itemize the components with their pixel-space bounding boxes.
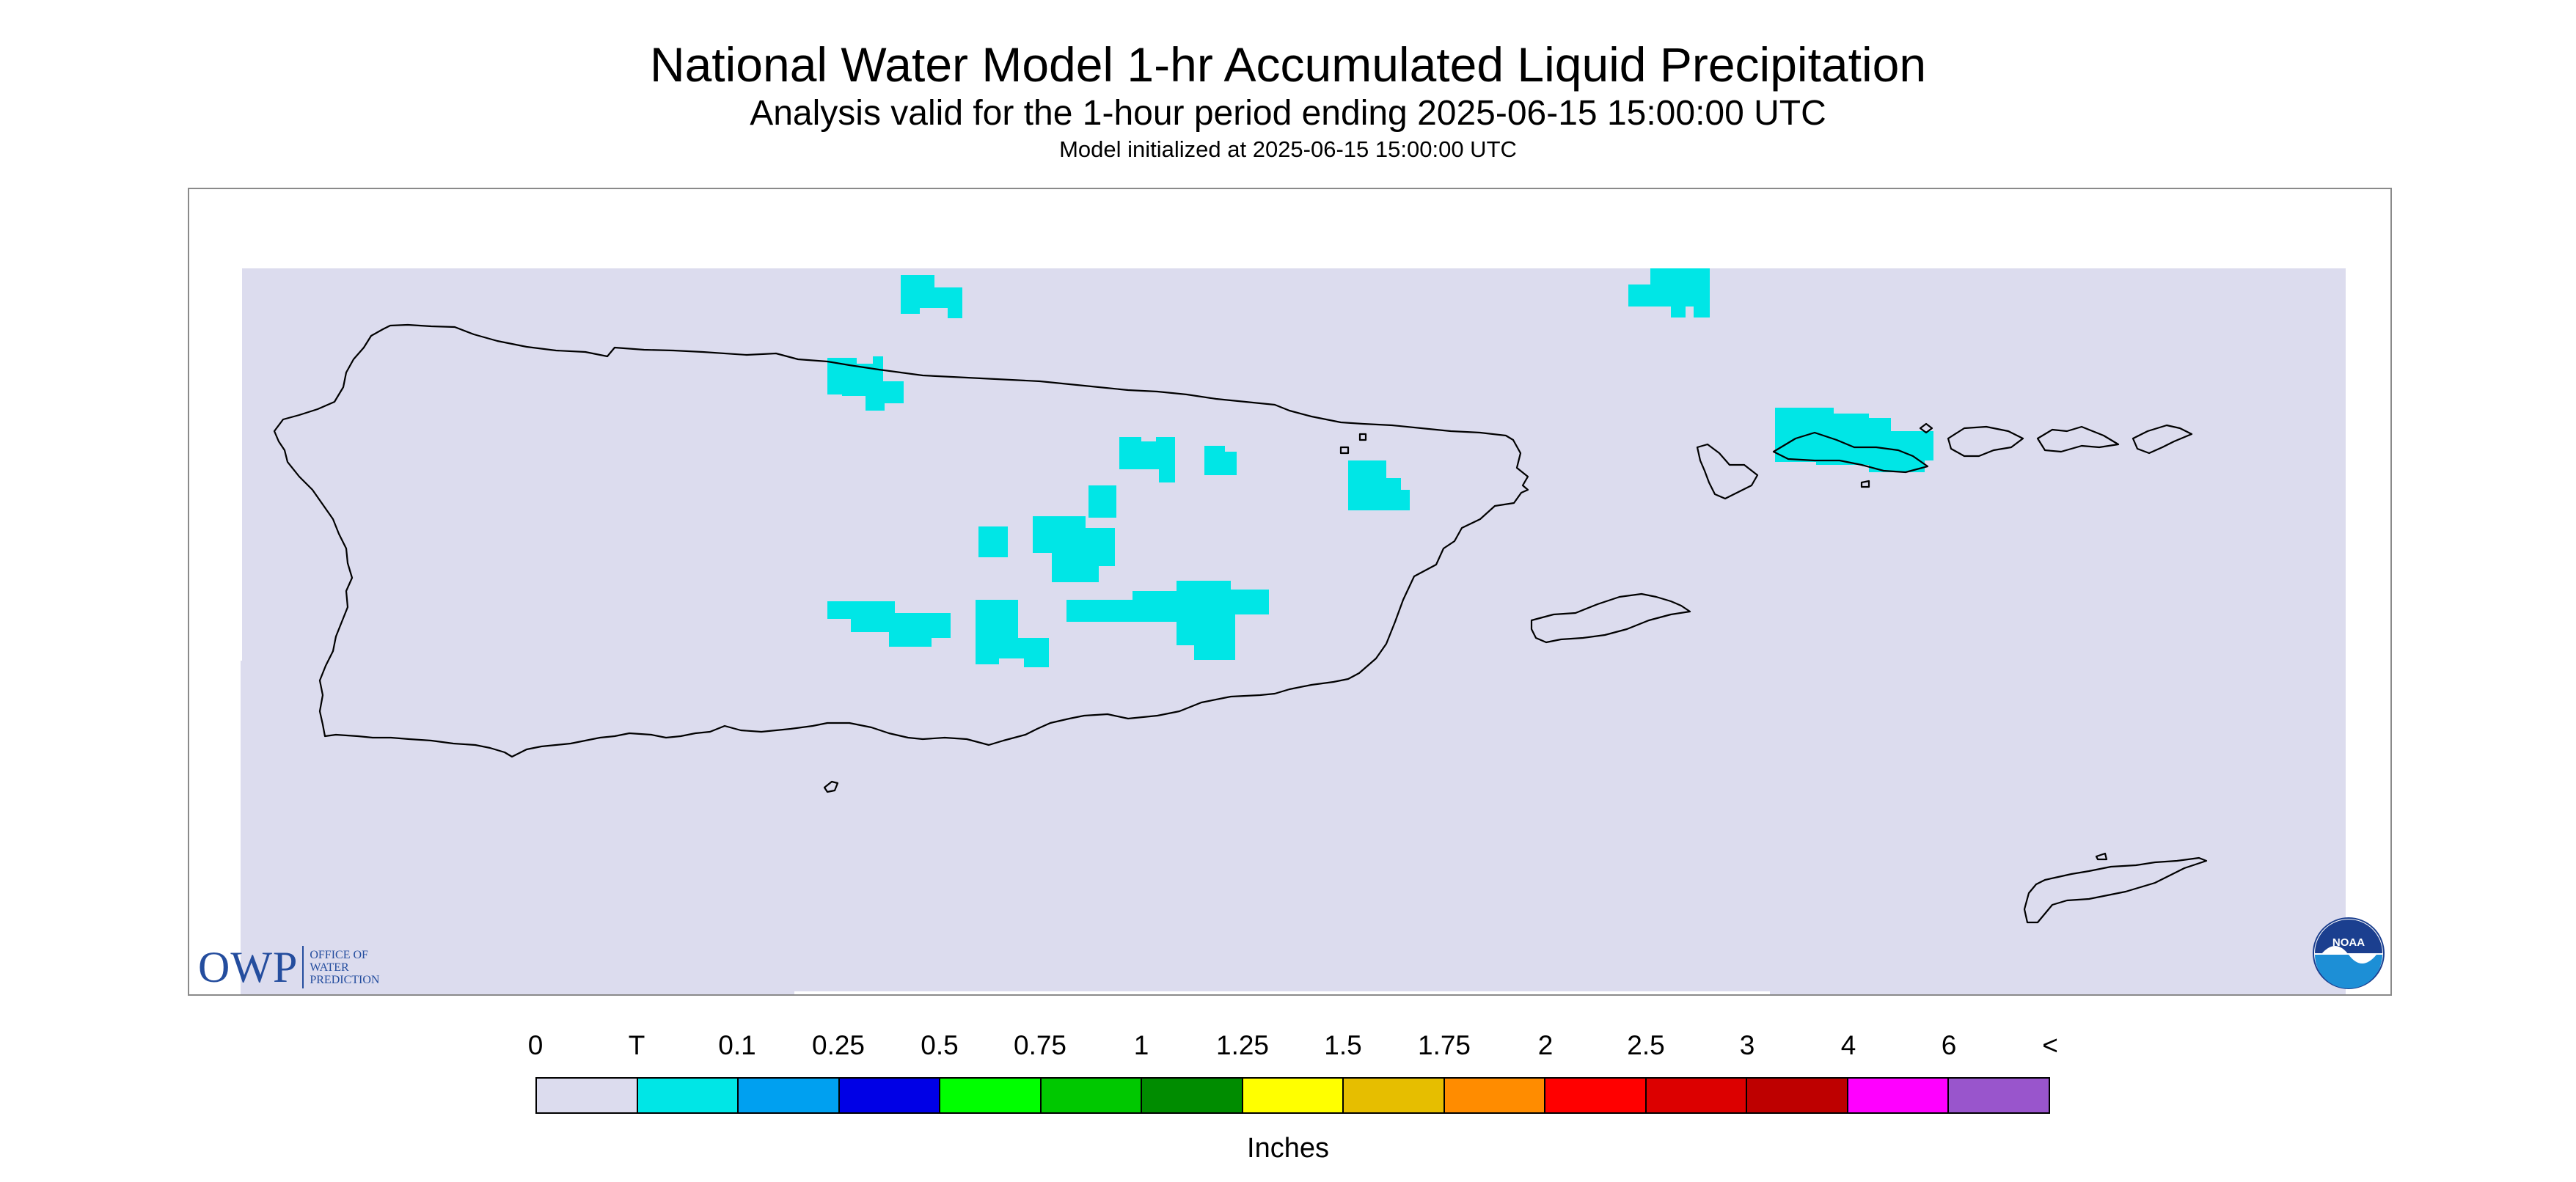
owp-logo-word: Prediction [310,973,380,986]
precip-cell [978,526,1008,557]
legend-swatch [1344,1079,1445,1112]
legend-swatch [839,1079,941,1112]
legend-color-bar [535,1077,2050,1114]
legend-tick-label: 6 [1941,1030,1957,1060]
legend-swatch [1646,1079,1748,1112]
map-title: National Water Model 1-hr Accumulated Li… [649,37,1927,92]
precip-cell [827,601,951,647]
legend-swatch [537,1079,638,1112]
legend-tick-label: 2 [1537,1030,1554,1060]
owp-logo: OWP Office of Water Prediction [198,943,379,991]
owp-logo-word: Office of [310,948,368,961]
domain-notch-left [235,268,242,661]
model-init-line: Model initialized at 2025-06-15 15:00:00… [1059,136,1517,162]
legend-tick-label: 0.75 [1013,1030,1067,1060]
noaa-logo: NOAA [2313,917,2385,989]
mona-islet-coast [823,780,839,793]
legend-tick-label: 4 [1840,1030,1856,1060]
precip-cell [1033,516,1115,582]
precip-cell [1204,446,1237,475]
legend-tick-label: < [2042,1030,2058,1060]
legend-tick-label: 1.25 [1215,1030,1270,1060]
precip-cell [976,600,1049,667]
legend-swatch [1949,1079,2049,1112]
small-cay-coast [1860,480,1870,488]
legend-tick-label: 0.5 [921,1030,959,1060]
small-cay-coast [2095,852,2108,861]
legend-tick-label: 0.1 [718,1030,756,1060]
valid-period-subtitle: Analysis valid for the 1-hour period end… [750,94,1826,133]
owp-logo-letters: OWP [198,942,299,991]
precip-cell [901,275,962,318]
precip-cell [1119,437,1175,482]
noaa-logo-text: NOAA [2332,936,2365,949]
st-thomas-coast [1772,431,1929,474]
legend-swatch [637,1079,739,1112]
legend-swatch [1243,1079,1344,1112]
small-cay-coast [1358,433,1367,441]
virgin-gorda-coast [2132,424,2193,455]
legend-tick-label: 3 [1739,1030,1755,1060]
legend-tick-label: 1.75 [1417,1030,1471,1060]
legend-swatch [1545,1079,1647,1112]
small-cay-coast [1339,446,1350,455]
culebra-coast [1696,443,1759,500]
small-cay-coast [1919,422,1933,434]
legend-swatch [1041,1079,1143,1112]
map-frame: OWP Office of Water Prediction NOAA [188,188,2392,996]
legend-swatch [1444,1079,1546,1112]
precip-cell [827,356,904,411]
tortola-coast [2036,425,2120,453]
legend-tick-label: 1 [1133,1030,1149,1060]
legend-units-label: Inches [1247,1133,1329,1164]
legend-swatch [1848,1079,1950,1112]
legend-tick-label: T [628,1030,645,1060]
legend-swatch [1142,1079,1243,1112]
precip-cell [1775,408,1933,472]
owp-logo-words: Office of Water Prediction [310,949,379,986]
owp-logo-word: Water [310,961,349,974]
legend-swatch [940,1079,1042,1112]
st-john-coast [1947,425,2024,458]
owp-logo-divider [302,946,304,988]
precip-map [235,268,2346,994]
vieques-coast [1530,592,1691,644]
legend-tick-labels: 0 T 0.1 0.25 0.5 0.75 1 1.25 1.5 1.75 2 … [0,1030,2576,1067]
legend-tick-label: 2.5 [1627,1030,1665,1060]
domain-notch-bottom [794,991,1770,994]
st-croix-coast [2023,856,2208,924]
legend-swatch [1747,1079,1848,1112]
precip-cell [1348,460,1410,510]
precip-cell [1066,581,1269,660]
coastlines [273,323,2208,924]
precip-cell [1628,268,1710,317]
legend-tick-label: 0.25 [811,1030,866,1060]
legend-tick-label: 1.5 [1324,1030,1362,1060]
trace-precip-areas [827,268,1933,667]
puerto-rico-coast [273,323,1529,758]
model-domain-background [241,268,2346,994]
legend-swatch [739,1079,840,1112]
legend-tick-label: 0 [527,1030,544,1060]
precip-cell [1088,485,1116,518]
